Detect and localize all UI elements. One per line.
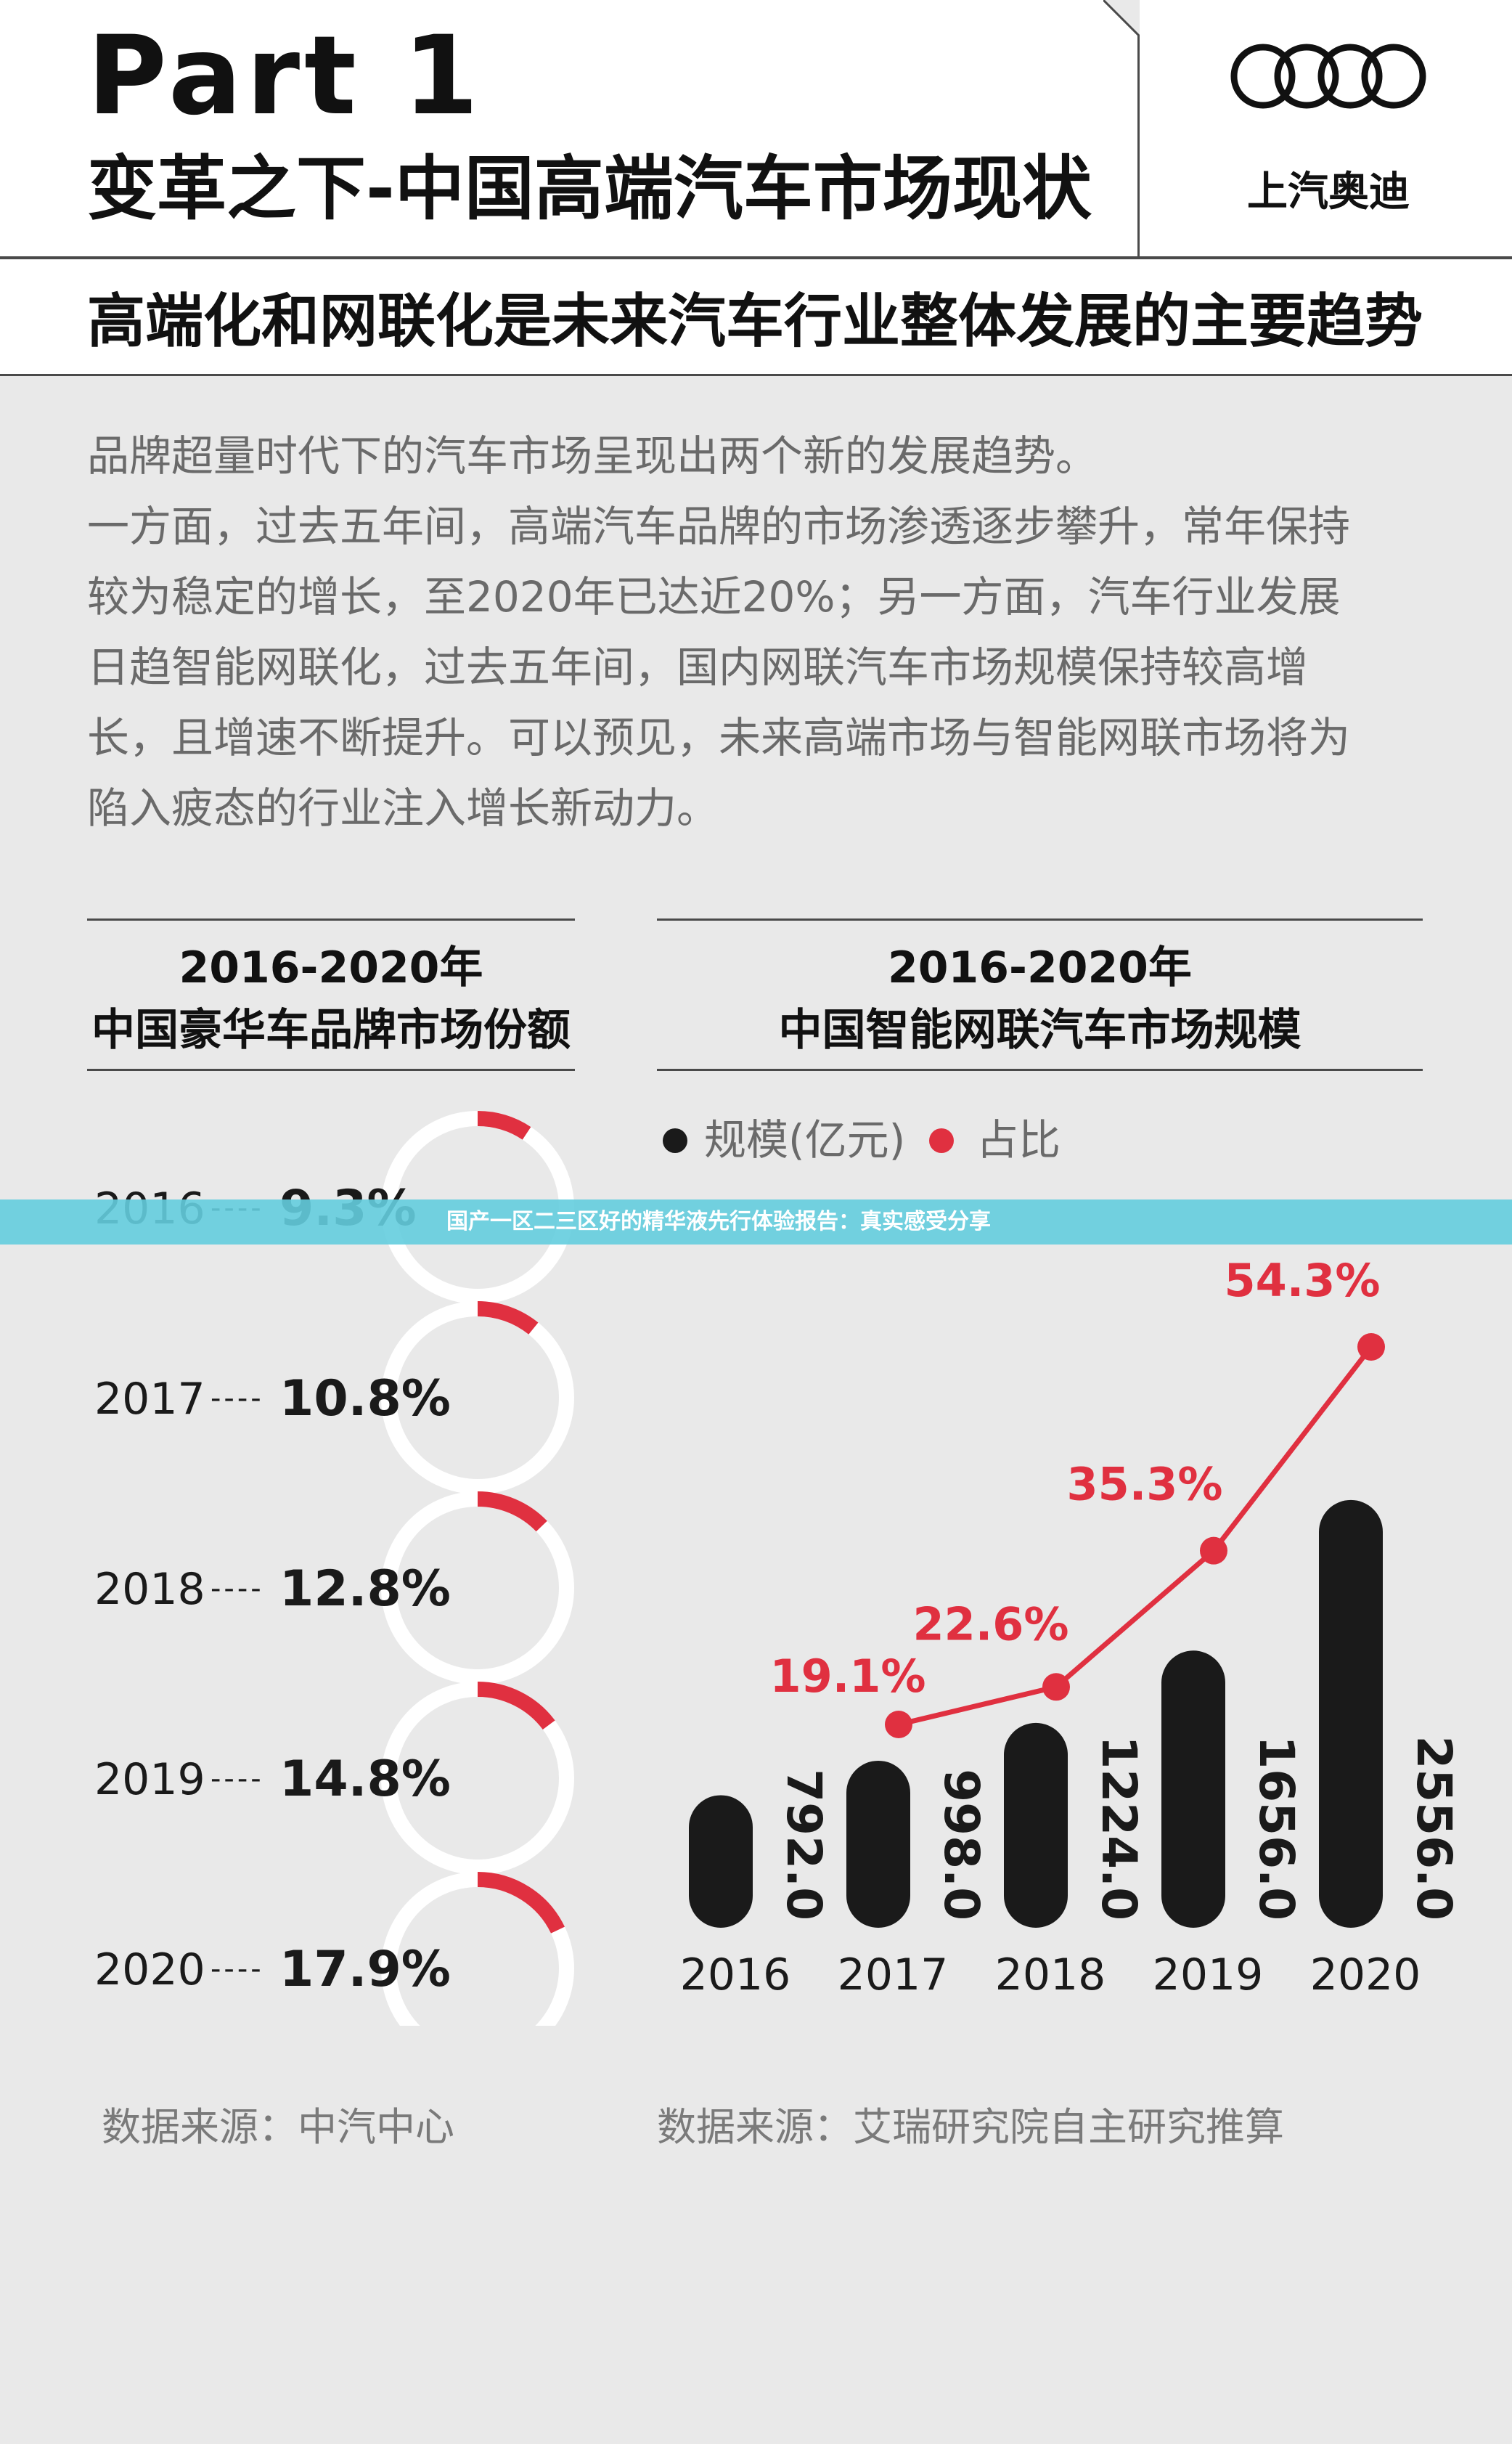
intro-line: 长，且增速不断提升。可以预见，未来高端市场与智能网联市场将为 xyxy=(87,713,1351,762)
four-rings-logo-icon xyxy=(1230,44,1426,109)
share-value-label: 10.8% xyxy=(279,1370,451,1427)
share-value-label: 54.3% xyxy=(1224,1254,1380,1307)
year-label: 2019 xyxy=(94,1754,205,1805)
bar-value-label: 2556.0 xyxy=(1406,1735,1462,1920)
leader-dashes: ---- xyxy=(211,1382,264,1415)
x-tick-label: 2018 xyxy=(995,1950,1106,2000)
part-subtitle: 变革之下-中国高端汽车市场现状 xyxy=(87,148,1092,229)
year-label: 2018 xyxy=(94,1564,205,1615)
intro-line: 陷入疲态的行业注入增长新动力。 xyxy=(87,783,719,833)
leader-dashes: ---- xyxy=(211,1762,264,1796)
brand-name: 上汽奥迪 xyxy=(1247,168,1410,216)
x-tick-label: 2017 xyxy=(838,1950,949,2000)
chart-title-line: 2016-2020年 xyxy=(888,942,1192,993)
share-value-label: 14.8% xyxy=(279,1751,451,1808)
share-value-label: 12.8% xyxy=(279,1560,451,1618)
share-line xyxy=(898,1345,1373,1727)
bar-value-label: 1224.0 xyxy=(1091,1735,1147,1920)
part-title: Part 1 xyxy=(87,13,483,139)
legend-label: 占比 xyxy=(976,1115,1061,1165)
chart-title-line: 中国智能网联汽车市场规模 xyxy=(778,1005,1301,1056)
banner-text: 国产一区二三区好的精华液先行体验报告：真实感受分享 xyxy=(446,1209,991,1234)
bar-value-label: 998.0 xyxy=(933,1769,989,1920)
donut-ring-2018: 2018 ---- 12.8% xyxy=(94,1491,574,1685)
year-label: 2020 xyxy=(94,1944,205,1995)
bar-value-label: 792.0 xyxy=(776,1769,832,1920)
bar-2020 xyxy=(1319,1499,1383,1928)
title-block: Part 1 变革之下-中国高端汽车市场现状 xyxy=(0,0,1140,259)
share-value-label: 35.3% xyxy=(1066,1458,1222,1511)
share-point xyxy=(1200,1536,1227,1565)
source-note: 数据来源：中汽中心 xyxy=(102,2104,454,2150)
intro-line: 品牌超量时代下的汽车市场呈现出两个新的发展趋势。 xyxy=(87,431,1098,481)
bar-2016 xyxy=(689,1795,753,1928)
share-segment xyxy=(477,1682,555,1730)
share-value-label: 19.1% xyxy=(769,1650,925,1703)
headline-bar: 高端化和网联化是未来汽车行业整体发展的主要趋势 xyxy=(0,260,1512,376)
share-value-label: 17.9% xyxy=(279,1941,451,1998)
intro-paragraph: 品牌超量时代下的汽车市场呈现出两个新的发展趋势。 一方面，过去五年间，高端汽车品… xyxy=(87,421,1437,844)
leader-dashes: ---- xyxy=(211,1572,264,1605)
luxury-share-chart-title: 2016-2020年 中国豪华车品牌市场份额 xyxy=(87,918,575,1071)
header: Part 1 变革之下-中国高端汽车市场现状 上汽奥迪 xyxy=(0,0,1512,259)
headline: 高端化和网联化是未来汽车行业整体发展的主要趋势 xyxy=(87,288,1423,355)
bar-2018 xyxy=(1004,1722,1068,1928)
share-value-label: 22.6% xyxy=(912,1597,1068,1650)
bar-2017 xyxy=(846,1760,910,1928)
black-dot-icon xyxy=(663,1128,687,1153)
luxury-share-donut-chart: 2016----9.3%2017----10.8%2018----12.8%20… xyxy=(94,1111,574,2026)
source-note: 数据来源：艾瑞研究院自主研究推算 xyxy=(657,2104,1284,2150)
bar-value-label: 1656.0 xyxy=(1249,1735,1304,1920)
bar-2019 xyxy=(1161,1650,1225,1928)
x-tick-label: 2019 xyxy=(1153,1950,1264,2000)
x-tick-label: 2020 xyxy=(1310,1950,1421,2000)
share-segment xyxy=(477,1111,531,1140)
share-point xyxy=(885,1711,912,1738)
connected-car-combo-chart: 792.0 2016 998.0 2017 1224.0 2018 1656.0 2019 25… xyxy=(680,1254,1462,2000)
overlay-banner[interactable]: 国产一区二三区好的精华液先行体验报告：真实感受分享 xyxy=(0,1199,1512,1245)
intro-line: 较为稳定的增长，至2020年已达近20%；另一方面，汽车行业发展 xyxy=(87,572,1341,622)
share-segment xyxy=(477,1872,565,1934)
share-point xyxy=(1042,1673,1070,1701)
intro-line: 日趋智能网联化，过去五年间，国内网联汽车市场规模保持较高增 xyxy=(87,643,1309,692)
share-point xyxy=(1357,1333,1385,1361)
donut-ring-2017: 2017 ---- 10.8% xyxy=(94,1301,574,1494)
year-label: 2017 xyxy=(94,1374,205,1425)
x-tick-label: 2016 xyxy=(680,1950,791,2000)
share-segment xyxy=(477,1491,547,1532)
chart-title-line: 中国豪华车品牌市场份额 xyxy=(91,1005,571,1056)
share-segment xyxy=(477,1301,539,1335)
folded-corner-icon xyxy=(1103,0,1140,36)
donut-ring-2019: 2019 ---- 14.8% xyxy=(94,1682,574,1875)
donut-ring-2020: 2020 ---- 17.9% xyxy=(94,1872,574,2026)
connected-car-chart-title: 2016-2020年 中国智能网联汽车市场规模 xyxy=(657,918,1423,1071)
intro-line: 一方面，过去五年间，高端汽车品牌的市场渗透逐步攀升，常年保持 xyxy=(87,502,1351,551)
legend-label: 规模(亿元) xyxy=(704,1115,906,1165)
chart-title-line: 2016-2020年 xyxy=(179,942,483,993)
red-dot-icon xyxy=(929,1128,954,1153)
leader-dashes: ---- xyxy=(211,1952,264,1986)
